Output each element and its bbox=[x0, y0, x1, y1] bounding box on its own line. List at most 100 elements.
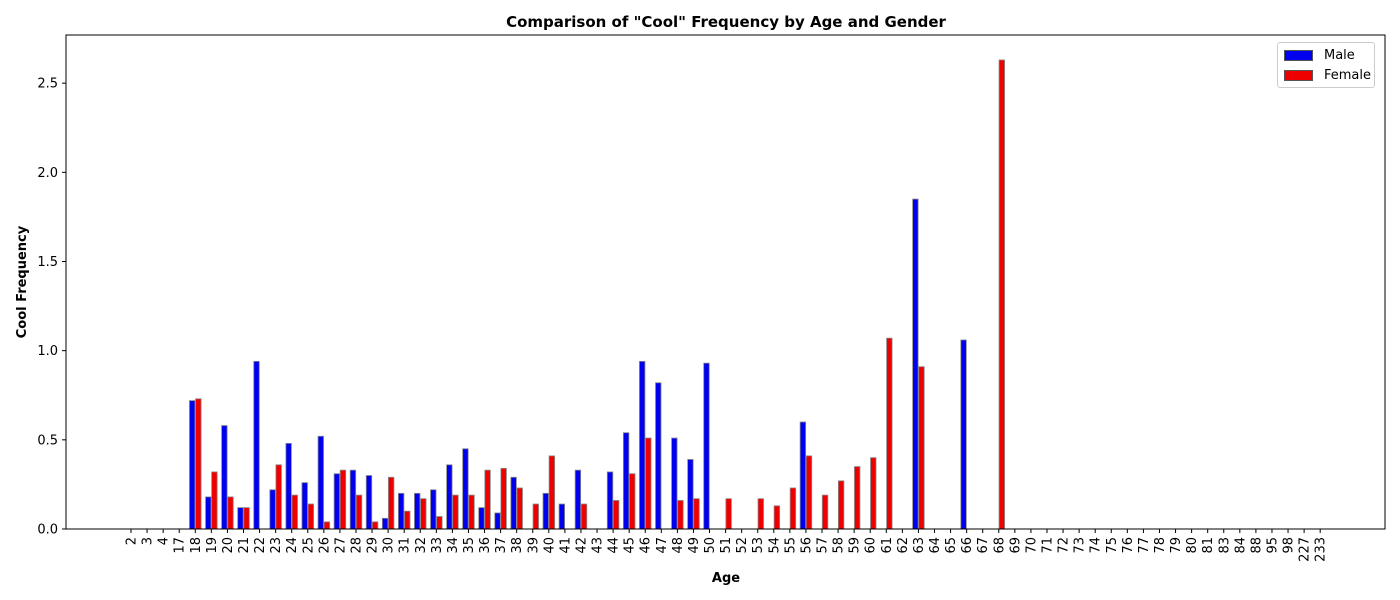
x-tick-label: 233 bbox=[1314, 537, 1329, 562]
x-tick-label: 47 bbox=[655, 537, 670, 554]
x-axis-ticks: 2 3 4 17 18 19 20 21 22 23 24 25 26 27 28 29 30 31 32 33 34 3… bbox=[125, 529, 1329, 562]
bar-female bbox=[500, 467, 507, 530]
x-tick-label: 77 bbox=[1137, 537, 1152, 554]
x-tick-label: 78 bbox=[1153, 537, 1168, 554]
bar-male bbox=[253, 360, 260, 530]
y-tick-label: 2.5 bbox=[37, 77, 58, 92]
bar-female bbox=[870, 457, 877, 530]
bar-female bbox=[291, 494, 298, 530]
y-axis-label: Cool Frequency bbox=[15, 225, 30, 338]
bar-male bbox=[189, 400, 196, 530]
bar-female bbox=[757, 498, 764, 530]
x-tick-label: 20 bbox=[221, 537, 236, 554]
legend-swatch-female bbox=[1284, 69, 1313, 81]
x-tick-label: 25 bbox=[301, 537, 316, 554]
x-tick-label: 39 bbox=[526, 537, 541, 554]
bar-male bbox=[960, 339, 967, 530]
x-tick-label: 56 bbox=[799, 537, 814, 554]
bar-male bbox=[285, 442, 292, 530]
bar-male bbox=[349, 469, 357, 530]
bar-male bbox=[269, 489, 276, 530]
x-tick-label: 33 bbox=[430, 537, 445, 554]
x-tick-label: 57 bbox=[816, 537, 831, 554]
x-tick-label: 54 bbox=[767, 537, 782, 554]
chart-title: Comparison of "Cool" Frequency by Age an… bbox=[506, 13, 946, 31]
legend-label-male: Male bbox=[1324, 47, 1355, 63]
x-tick-label: 76 bbox=[1121, 537, 1136, 554]
bar-male bbox=[237, 507, 244, 530]
bar-male bbox=[622, 432, 630, 530]
bar-female bbox=[837, 480, 845, 530]
bar-male bbox=[301, 482, 308, 530]
bar-male bbox=[221, 425, 228, 530]
bar-male bbox=[799, 421, 807, 530]
x-tick-label: 22 bbox=[253, 537, 268, 554]
bar-female bbox=[275, 464, 282, 530]
x-tick-label: 41 bbox=[558, 537, 573, 554]
x-tick-label: 40 bbox=[542, 537, 557, 554]
bar-male bbox=[912, 198, 919, 530]
bar-female bbox=[468, 494, 475, 530]
x-tick-label: 69 bbox=[1008, 537, 1023, 554]
bar-male bbox=[478, 507, 485, 530]
x-tick-label: 98 bbox=[1282, 537, 1297, 554]
x-tick-label: 95 bbox=[1265, 537, 1280, 554]
x-tick-label: 3 bbox=[141, 537, 156, 545]
bar-female bbox=[645, 437, 652, 530]
bar-female bbox=[516, 487, 523, 530]
x-tick-label: 19 bbox=[205, 537, 220, 554]
x-tick-label: 38 bbox=[510, 537, 525, 554]
bar-female bbox=[388, 476, 395, 530]
bar-male bbox=[414, 492, 421, 530]
bar-male bbox=[205, 496, 212, 530]
bar-female bbox=[789, 487, 797, 530]
x-tick-label: 83 bbox=[1217, 537, 1232, 554]
bar-male bbox=[574, 469, 582, 530]
bar-female bbox=[452, 494, 459, 530]
x-tick-label: 72 bbox=[1057, 537, 1072, 554]
bar-female bbox=[436, 516, 443, 530]
bar-female bbox=[484, 469, 491, 530]
bar-female bbox=[195, 398, 202, 530]
y-tick-label: 1.0 bbox=[37, 344, 58, 359]
x-tick-label: 52 bbox=[735, 537, 750, 554]
bar-male bbox=[687, 459, 694, 530]
bar-male bbox=[655, 382, 662, 530]
x-tick-label: 30 bbox=[382, 537, 397, 554]
bar-female bbox=[211, 471, 218, 530]
bar-female bbox=[355, 494, 363, 530]
x-tick-label: 18 bbox=[189, 537, 204, 554]
bar-female bbox=[677, 500, 684, 530]
bar-female bbox=[307, 503, 314, 530]
bar-female bbox=[371, 521, 379, 530]
bar-male bbox=[333, 473, 341, 530]
x-tick-label: 27 bbox=[333, 537, 348, 554]
x-tick-label: 42 bbox=[574, 537, 589, 554]
bar-male bbox=[397, 492, 405, 530]
x-tick-label: 75 bbox=[1105, 537, 1120, 554]
bar-female bbox=[243, 507, 250, 530]
bar-female bbox=[821, 494, 829, 530]
y-tick-label: 0.0 bbox=[37, 523, 58, 538]
y-axis-ticks: 0.0 0.5 1.0 1.5 2.0 2.5 bbox=[37, 77, 66, 538]
bar-male bbox=[446, 464, 453, 530]
x-tick-label: 63 bbox=[912, 537, 927, 554]
bar-female bbox=[805, 455, 813, 530]
bar-male bbox=[606, 471, 614, 530]
bar-female bbox=[854, 466, 861, 530]
x-tick-label: 74 bbox=[1089, 537, 1104, 554]
x-tick-label: 48 bbox=[671, 537, 686, 554]
bar-male bbox=[703, 362, 710, 530]
x-tick-label: 73 bbox=[1073, 537, 1088, 554]
x-tick-label: 17 bbox=[173, 537, 188, 554]
x-tick-label: 80 bbox=[1185, 537, 1200, 554]
x-tick-label: 227 bbox=[1298, 537, 1313, 562]
bar-female bbox=[548, 455, 556, 530]
x-tick-label: 35 bbox=[462, 537, 477, 554]
y-tick-label: 2.0 bbox=[37, 166, 58, 181]
x-tick-label: 55 bbox=[783, 537, 798, 554]
x-tick-label: 29 bbox=[366, 537, 381, 554]
x-tick-label: 32 bbox=[414, 537, 429, 554]
x-tick-label: 51 bbox=[719, 537, 734, 554]
